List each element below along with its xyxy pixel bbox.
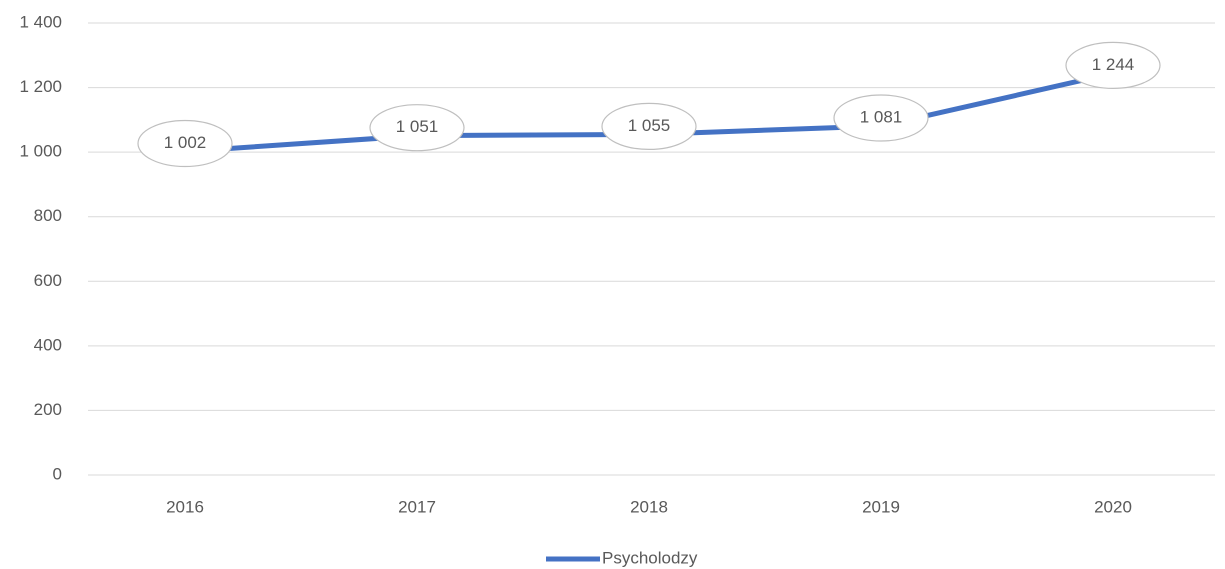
y-tick-label: 1 000	[19, 142, 62, 161]
y-tick-label: 400	[34, 335, 62, 354]
x-tick-label: 2020	[1094, 497, 1132, 516]
y-tick-label: 600	[34, 271, 62, 290]
data-label-bubble	[833, 94, 929, 142]
data-label: 1 055	[628, 116, 671, 135]
data-label: 1 244	[1092, 55, 1135, 74]
y-tick-label: 1 200	[19, 77, 62, 96]
data-label-bubble	[137, 119, 233, 168]
data-label: 1 051	[396, 117, 439, 136]
x-tick-label: 2016	[166, 497, 204, 516]
x-tick-label: 2017	[398, 497, 436, 516]
data-label-bubble	[1065, 41, 1161, 89]
y-tick-label: 1 400	[19, 12, 62, 31]
x-tick-label: 2019	[862, 497, 900, 516]
legend-label: Psycholodzy	[602, 548, 698, 567]
x-tick-label: 2018	[630, 497, 668, 516]
y-tick-label: 0	[53, 464, 62, 483]
data-label-bubble	[369, 104, 465, 152]
y-tick-label: 200	[34, 400, 62, 419]
data-label: 1 002	[164, 133, 207, 152]
data-label-bubble	[601, 102, 697, 150]
data-label: 1 081	[860, 107, 903, 126]
y-tick-label: 800	[34, 206, 62, 225]
